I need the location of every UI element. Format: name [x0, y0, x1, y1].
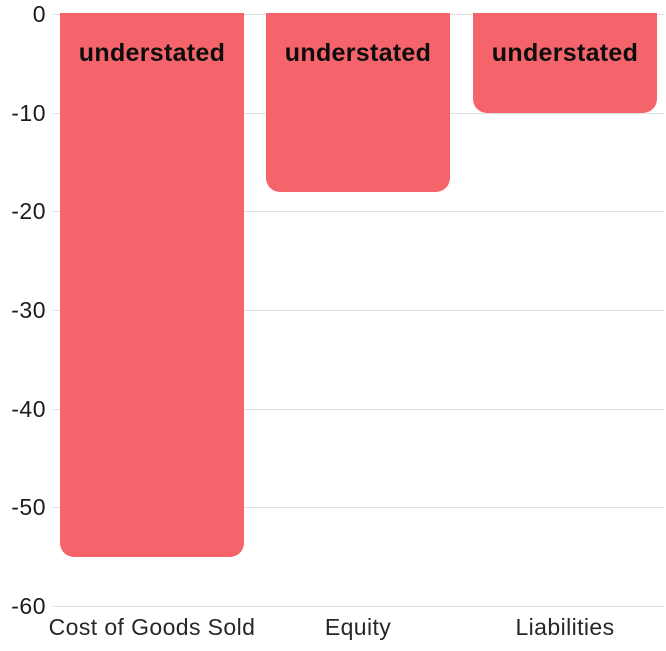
gridline	[53, 409, 664, 410]
gridline	[53, 606, 664, 607]
gridline	[53, 507, 664, 508]
bar-value-label: understated	[284, 39, 432, 67]
bar-cost-of-goods-sold: understated	[60, 13, 244, 557]
gridline	[53, 310, 664, 311]
bar-liabilities: understated	[473, 13, 657, 113]
x-category-label: Cost of Goods Sold	[48, 614, 256, 640]
bar-value-label: understated	[491, 39, 639, 67]
x-category-label: Liabilities	[515, 614, 615, 640]
bar-equity: understated	[266, 13, 450, 192]
y-tick-label: -50	[11, 494, 46, 520]
y-tick-label: -40	[11, 396, 46, 422]
y-tick-label: -30	[11, 297, 46, 323]
y-tick-label: -10	[11, 100, 46, 126]
y-tick-label: -20	[11, 198, 46, 224]
y-tick-label: 0	[32, 1, 46, 27]
gridline	[53, 211, 664, 212]
x-category-label: Equity	[324, 614, 392, 640]
y-tick-label: -60	[11, 593, 46, 619]
bar-value-label: understated	[78, 39, 226, 67]
